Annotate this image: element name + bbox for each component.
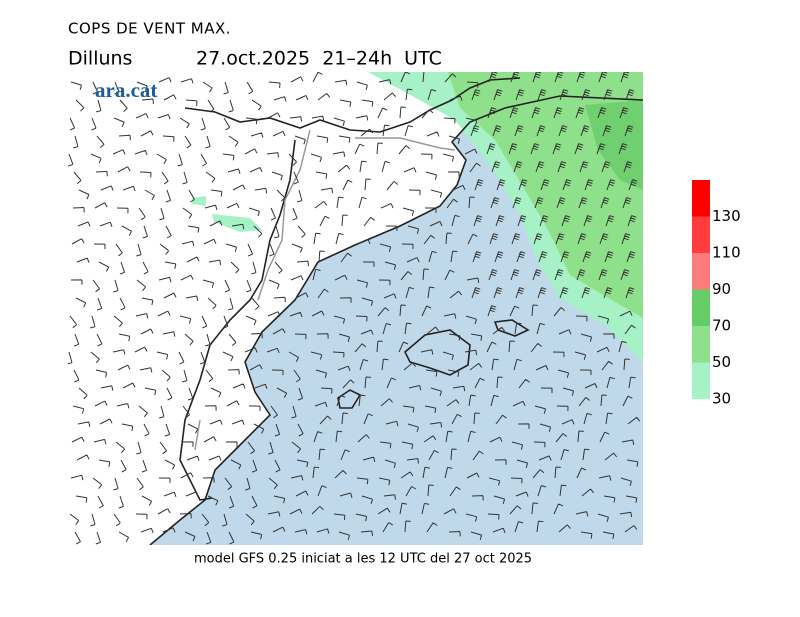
barb-set [68, 72, 641, 545]
menorca [493, 319, 530, 337]
region-border [194, 129, 456, 451]
legend-label: 30 [712, 390, 731, 408]
footer: model GFS 0.25 iniciat a les 12 UTC del … [194, 552, 532, 567]
frontier [179, 77, 521, 501]
period: 27.oct.2025 21–24h UTC [196, 48, 442, 70]
legend-swatch [692, 326, 710, 363]
wind-barbs [68, 72, 641, 545]
legend-label: 130 [712, 207, 741, 225]
logo: ara.cat [95, 78, 157, 102]
legend-label: 90 [712, 280, 731, 298]
legend-swatch [692, 216, 710, 253]
gust-patch [192, 196, 262, 232]
legend-label: 110 [712, 244, 741, 262]
day: Dilluns [68, 48, 132, 70]
legend-swatch [692, 289, 710, 326]
legend-label: 50 [712, 353, 731, 371]
map: ara.cat [68, 72, 643, 545]
legend-label: 70 [712, 317, 731, 335]
legend-swatch [692, 253, 710, 290]
mallorca [404, 329, 471, 376]
coastline [149, 95, 643, 545]
color-legend: 30 50 70 90 110 130 [692, 180, 741, 408]
title: COPS DE VENT MAX. [68, 20, 231, 38]
legend-swatch [692, 180, 710, 217]
eivissa [337, 389, 362, 409]
legend-swatch [692, 362, 710, 399]
